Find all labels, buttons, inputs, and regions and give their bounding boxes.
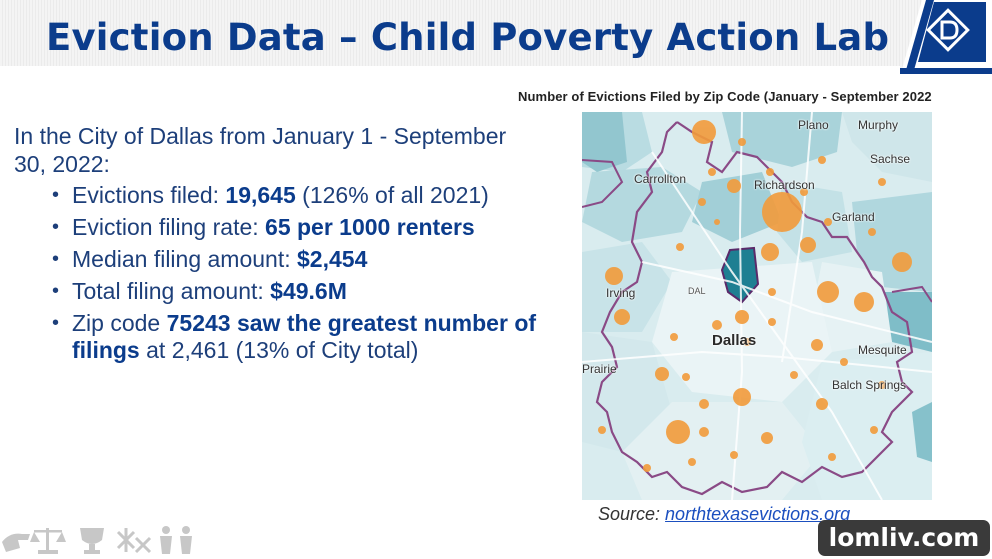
bullet-icon: •	[52, 280, 60, 302]
map-label-sachse: Sachse	[870, 152, 911, 166]
map-label-dal: DAL	[688, 286, 706, 296]
list-item-top-zip: • Zip code 75243 saw the greatest number…	[52, 310, 537, 363]
bullet-icon: •	[52, 248, 60, 270]
map-label-dallas: Dallas	[712, 332, 757, 349]
hand-icon	[2, 533, 30, 552]
map-label-garland: Garland	[832, 210, 875, 224]
watermark-badge: lomliv.com	[818, 520, 990, 556]
map-label-plano: Plano	[798, 118, 829, 132]
map-label-richardson: Richardson	[754, 178, 815, 192]
list-item-median-amount: • Median filing amount: $2,454	[52, 246, 368, 272]
source-link[interactable]: northtexasevictions.org	[665, 504, 851, 524]
scales-icon	[30, 528, 66, 554]
footer-icon-strip	[0, 514, 210, 559]
bullet-icon: •	[52, 216, 60, 238]
page-title: Eviction Data – Child Poverty Action Lab	[46, 16, 890, 59]
stats-list: • Evictions filed: 19,645 (126% of all 2…	[52, 182, 552, 369]
bullet-icon: •	[52, 184, 60, 206]
map-label-mesquite: Mesquite	[858, 343, 907, 357]
map-label-murphy: Murphy	[858, 118, 899, 132]
source-label: Source:	[598, 504, 666, 524]
map-caption: Number of Evictions Filed by Zip Code (J…	[518, 89, 932, 104]
city-of-dallas-logo	[900, 0, 992, 76]
intro-text: In the City of Dallas from January 1 - S…	[14, 123, 507, 177]
list-item-evictions-filed: • Evictions filed: 19,645 (126% of all 2…	[52, 182, 489, 208]
people-icon	[160, 526, 192, 554]
map-label-irving: Irving	[606, 286, 636, 300]
map-label-balch-springs: Balch Springs	[832, 378, 907, 392]
source-line: Source: northtexasevictions.org	[598, 504, 850, 525]
bullet-icon: •	[52, 312, 60, 334]
list-item-filing-rate: • Eviction filing rate: 65 per 1000 rent…	[52, 214, 475, 240]
trophy-icon	[80, 528, 104, 554]
header-divider	[0, 66, 900, 72]
map-label-prairie: Prairie	[582, 362, 617, 376]
header-band: Eviction Data – Child Poverty Action Lab	[0, 0, 992, 72]
map-label-carrollton: Carrollton	[634, 172, 687, 186]
sparkle-icon	[116, 528, 152, 554]
eviction-map: Plano Murphy Sachse Carrollton Richardso…	[582, 112, 932, 500]
map-graphic	[582, 112, 932, 500]
list-item-total-amount: • Total filing amount: $49.6M	[52, 278, 347, 304]
